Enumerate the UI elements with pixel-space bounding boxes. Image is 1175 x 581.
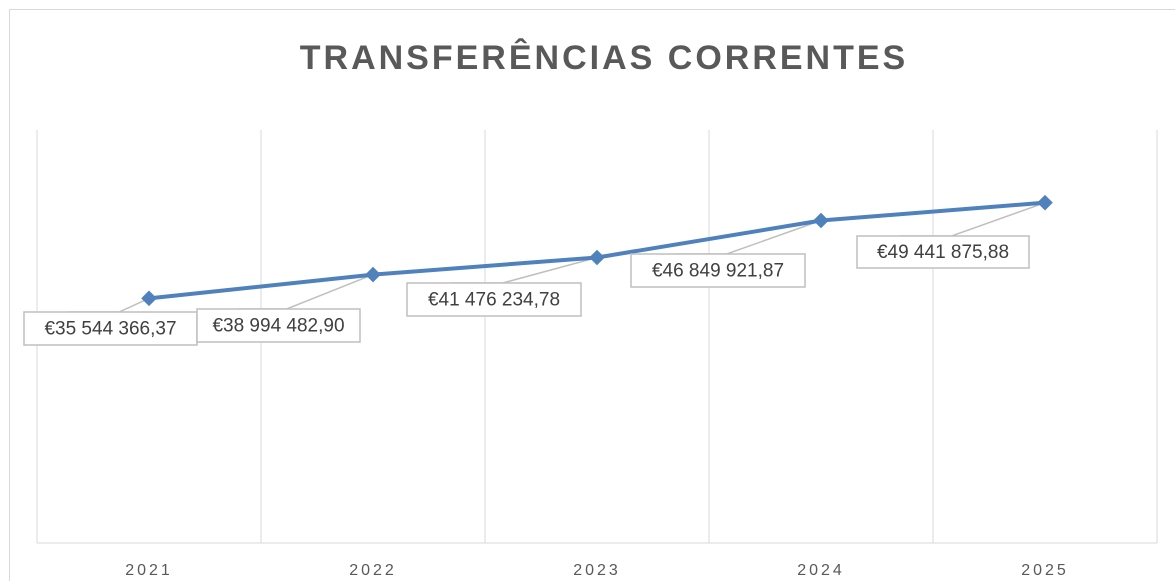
data-label-box [196, 308, 361, 343]
leader-line [67, 297, 150, 313]
chart-title: TRANSFERÊNCIAS CORRENTES [300, 39, 908, 77]
marker [365, 266, 381, 283]
chart-border [9, 9, 1175, 581]
data-label: €46 849 921,87 [652, 261, 784, 282]
x-tick-label: 2025 [1021, 562, 1069, 579]
data-label: €38 994 482,90 [212, 316, 344, 337]
x-tick-label: 2024 [797, 562, 845, 579]
data-label: €35 544 366,37 [44, 319, 176, 340]
marker [1037, 194, 1053, 211]
data-label-box [406, 282, 582, 317]
data-label-box [856, 235, 1030, 269]
marker [813, 212, 829, 229]
marker [141, 290, 157, 307]
marker [589, 249, 605, 266]
data-label: €49 441 875,88 [877, 242, 1009, 263]
data-label-box [630, 253, 806, 288]
x-tick-label: 2022 [349, 562, 397, 579]
data-label: €41 476 234,78 [428, 290, 560, 311]
x-tick-label: 2021 [125, 562, 173, 579]
data-label-box [23, 311, 198, 346]
x-tick-label: 2023 [573, 562, 621, 579]
